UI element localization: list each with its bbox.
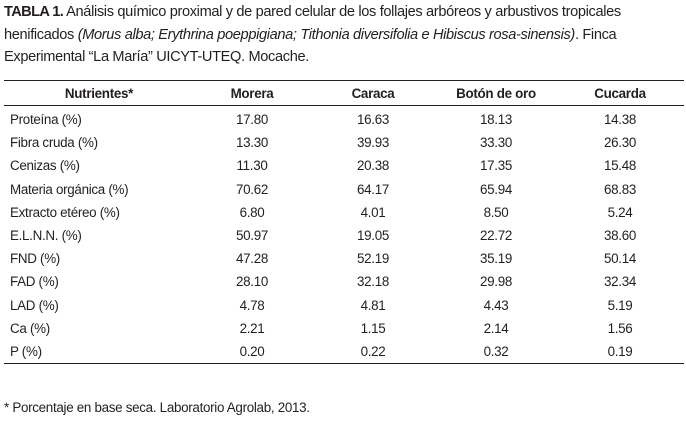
value-cell: 50.97 xyxy=(235,228,268,244)
table-caption: TABLA 1. Análisis químico proximal y de … xyxy=(4,1,684,69)
column-header: Nutrientes* xyxy=(4,80,194,106)
nutrient-label: Fibra cruda (%) xyxy=(10,135,98,151)
nutrient-label: FAD (%) xyxy=(10,274,59,290)
value-cell: 70.62 xyxy=(235,181,268,197)
column-header: Morera xyxy=(194,80,310,106)
caption-species: (Morus alba; Erythrina poeppigiana; Tith… xyxy=(77,26,576,43)
value-cell: 4.81 xyxy=(360,297,386,313)
nutrient-table: Nutrientes* Morera Caraca Botón de oro Cucar… xyxy=(4,80,684,365)
value-cell: 35.19 xyxy=(479,251,512,267)
footnote: * Porcentaje en base seca. Laboratorio A… xyxy=(4,400,310,415)
nutrient-label: P (%) xyxy=(4,339,194,365)
value-cell: 50.14 xyxy=(603,251,636,267)
value-cell: 16.63 xyxy=(356,112,389,128)
column-header: Botón de oro xyxy=(436,80,556,106)
table-row: Ca (%) 2.21 1.15 2.14 1.56 xyxy=(4,317,684,340)
value-cell: 68.83 xyxy=(603,181,636,197)
table-row: FAD (%) 28.10 32.18 29.98 32.34 xyxy=(4,270,684,293)
nutrient-label: Ca (%) xyxy=(10,320,50,336)
table-row: Materia orgánica (%) 70.62 64.17 65.94 68.83 xyxy=(4,178,684,201)
nutrient-label: Extracto etéreo (%) xyxy=(10,204,120,220)
value-cell: 0.22 xyxy=(310,339,436,365)
table-row: E.L.N.N. (%) 50.97 19.05 22.72 38.60 xyxy=(4,224,684,247)
table-row: Fibra cruda (%) 13.30 39.93 33.30 26.30 xyxy=(4,131,684,154)
value-cell: 26.30 xyxy=(603,135,636,151)
value-cell: 32.34 xyxy=(603,274,636,290)
value-cell: 0.20 xyxy=(194,339,310,365)
value-cell: 22.72 xyxy=(479,228,512,244)
value-cell: 5.24 xyxy=(607,204,633,220)
value-cell: 0.19 xyxy=(556,339,684,365)
nutrient-label: Materia orgánica (%) xyxy=(10,181,129,197)
value-cell: 17.35 xyxy=(479,158,512,174)
table-row: Cenizas (%) 11.30 20.38 17.35 15.48 xyxy=(4,154,684,177)
column-header: Cucarda xyxy=(556,80,684,106)
caption-location: . Finca Experimental “La María” UICYT-UT… xyxy=(4,26,617,66)
nutrient-label: Cenizas (%) xyxy=(10,158,80,174)
column-header: Caraca xyxy=(310,80,436,106)
value-cell: 33.30 xyxy=(479,135,512,151)
table-row: Extracto etéreo (%) 6.80 4.01 8.50 5.24 xyxy=(4,201,684,224)
value-cell: 18.13 xyxy=(479,112,512,128)
nutrient-label: Proteína (%) xyxy=(10,112,82,128)
value-cell: 32.18 xyxy=(356,274,389,290)
value-cell: 2.21 xyxy=(239,320,265,336)
nutrient-label: FND (%) xyxy=(10,251,60,267)
header-row: Nutrientes* Morera Caraca Botón de oro Cucar… xyxy=(4,80,684,106)
caption-text: Análisis químico proximal y de pared cel… xyxy=(4,4,621,43)
value-cell: 1.15 xyxy=(360,320,386,336)
value-cell: 2.14 xyxy=(483,320,509,336)
value-cell: 65.94 xyxy=(479,181,512,197)
value-cell: 28.10 xyxy=(235,274,268,290)
table-row: P (%) 0.20 0.22 0.32 0.19 xyxy=(4,339,684,365)
value-cell: 19.05 xyxy=(356,228,389,244)
value-cell: 11.30 xyxy=(236,158,268,174)
value-cell: 8.50 xyxy=(483,204,509,220)
table-label: TABLA 1. xyxy=(4,4,64,20)
value-cell: 39.93 xyxy=(356,135,389,151)
value-cell: 15.48 xyxy=(603,158,636,174)
value-cell: 4.43 xyxy=(483,297,509,313)
value-cell: 5.19 xyxy=(607,297,633,313)
value-cell: 1.56 xyxy=(607,320,633,336)
value-cell: 17.80 xyxy=(235,112,268,128)
value-cell: 13.30 xyxy=(235,135,268,151)
value-cell: 14.38 xyxy=(603,112,636,128)
nutrient-label: E.L.N.N. (%) xyxy=(10,228,82,244)
value-cell: 20.38 xyxy=(356,158,389,174)
value-cell: 0.32 xyxy=(436,339,556,365)
value-cell: 64.17 xyxy=(356,181,389,197)
value-cell: 47.28 xyxy=(235,251,268,267)
table-row: LAD (%) 4.78 4.81 4.43 5.19 xyxy=(4,294,684,317)
table-row: FND (%) 47.28 52.19 35.19 50.14 xyxy=(4,247,684,270)
value-cell: 38.60 xyxy=(603,228,636,244)
value-cell: 6.80 xyxy=(239,204,265,220)
nutrient-label: LAD (%) xyxy=(10,297,59,313)
value-cell: 52.19 xyxy=(356,251,389,267)
table-row: Proteína (%) 17.80 16.63 18.13 14.38 xyxy=(4,106,684,132)
value-cell: 29.98 xyxy=(479,274,512,290)
value-cell: 4.78 xyxy=(239,297,265,313)
value-cell: 4.01 xyxy=(360,204,386,220)
